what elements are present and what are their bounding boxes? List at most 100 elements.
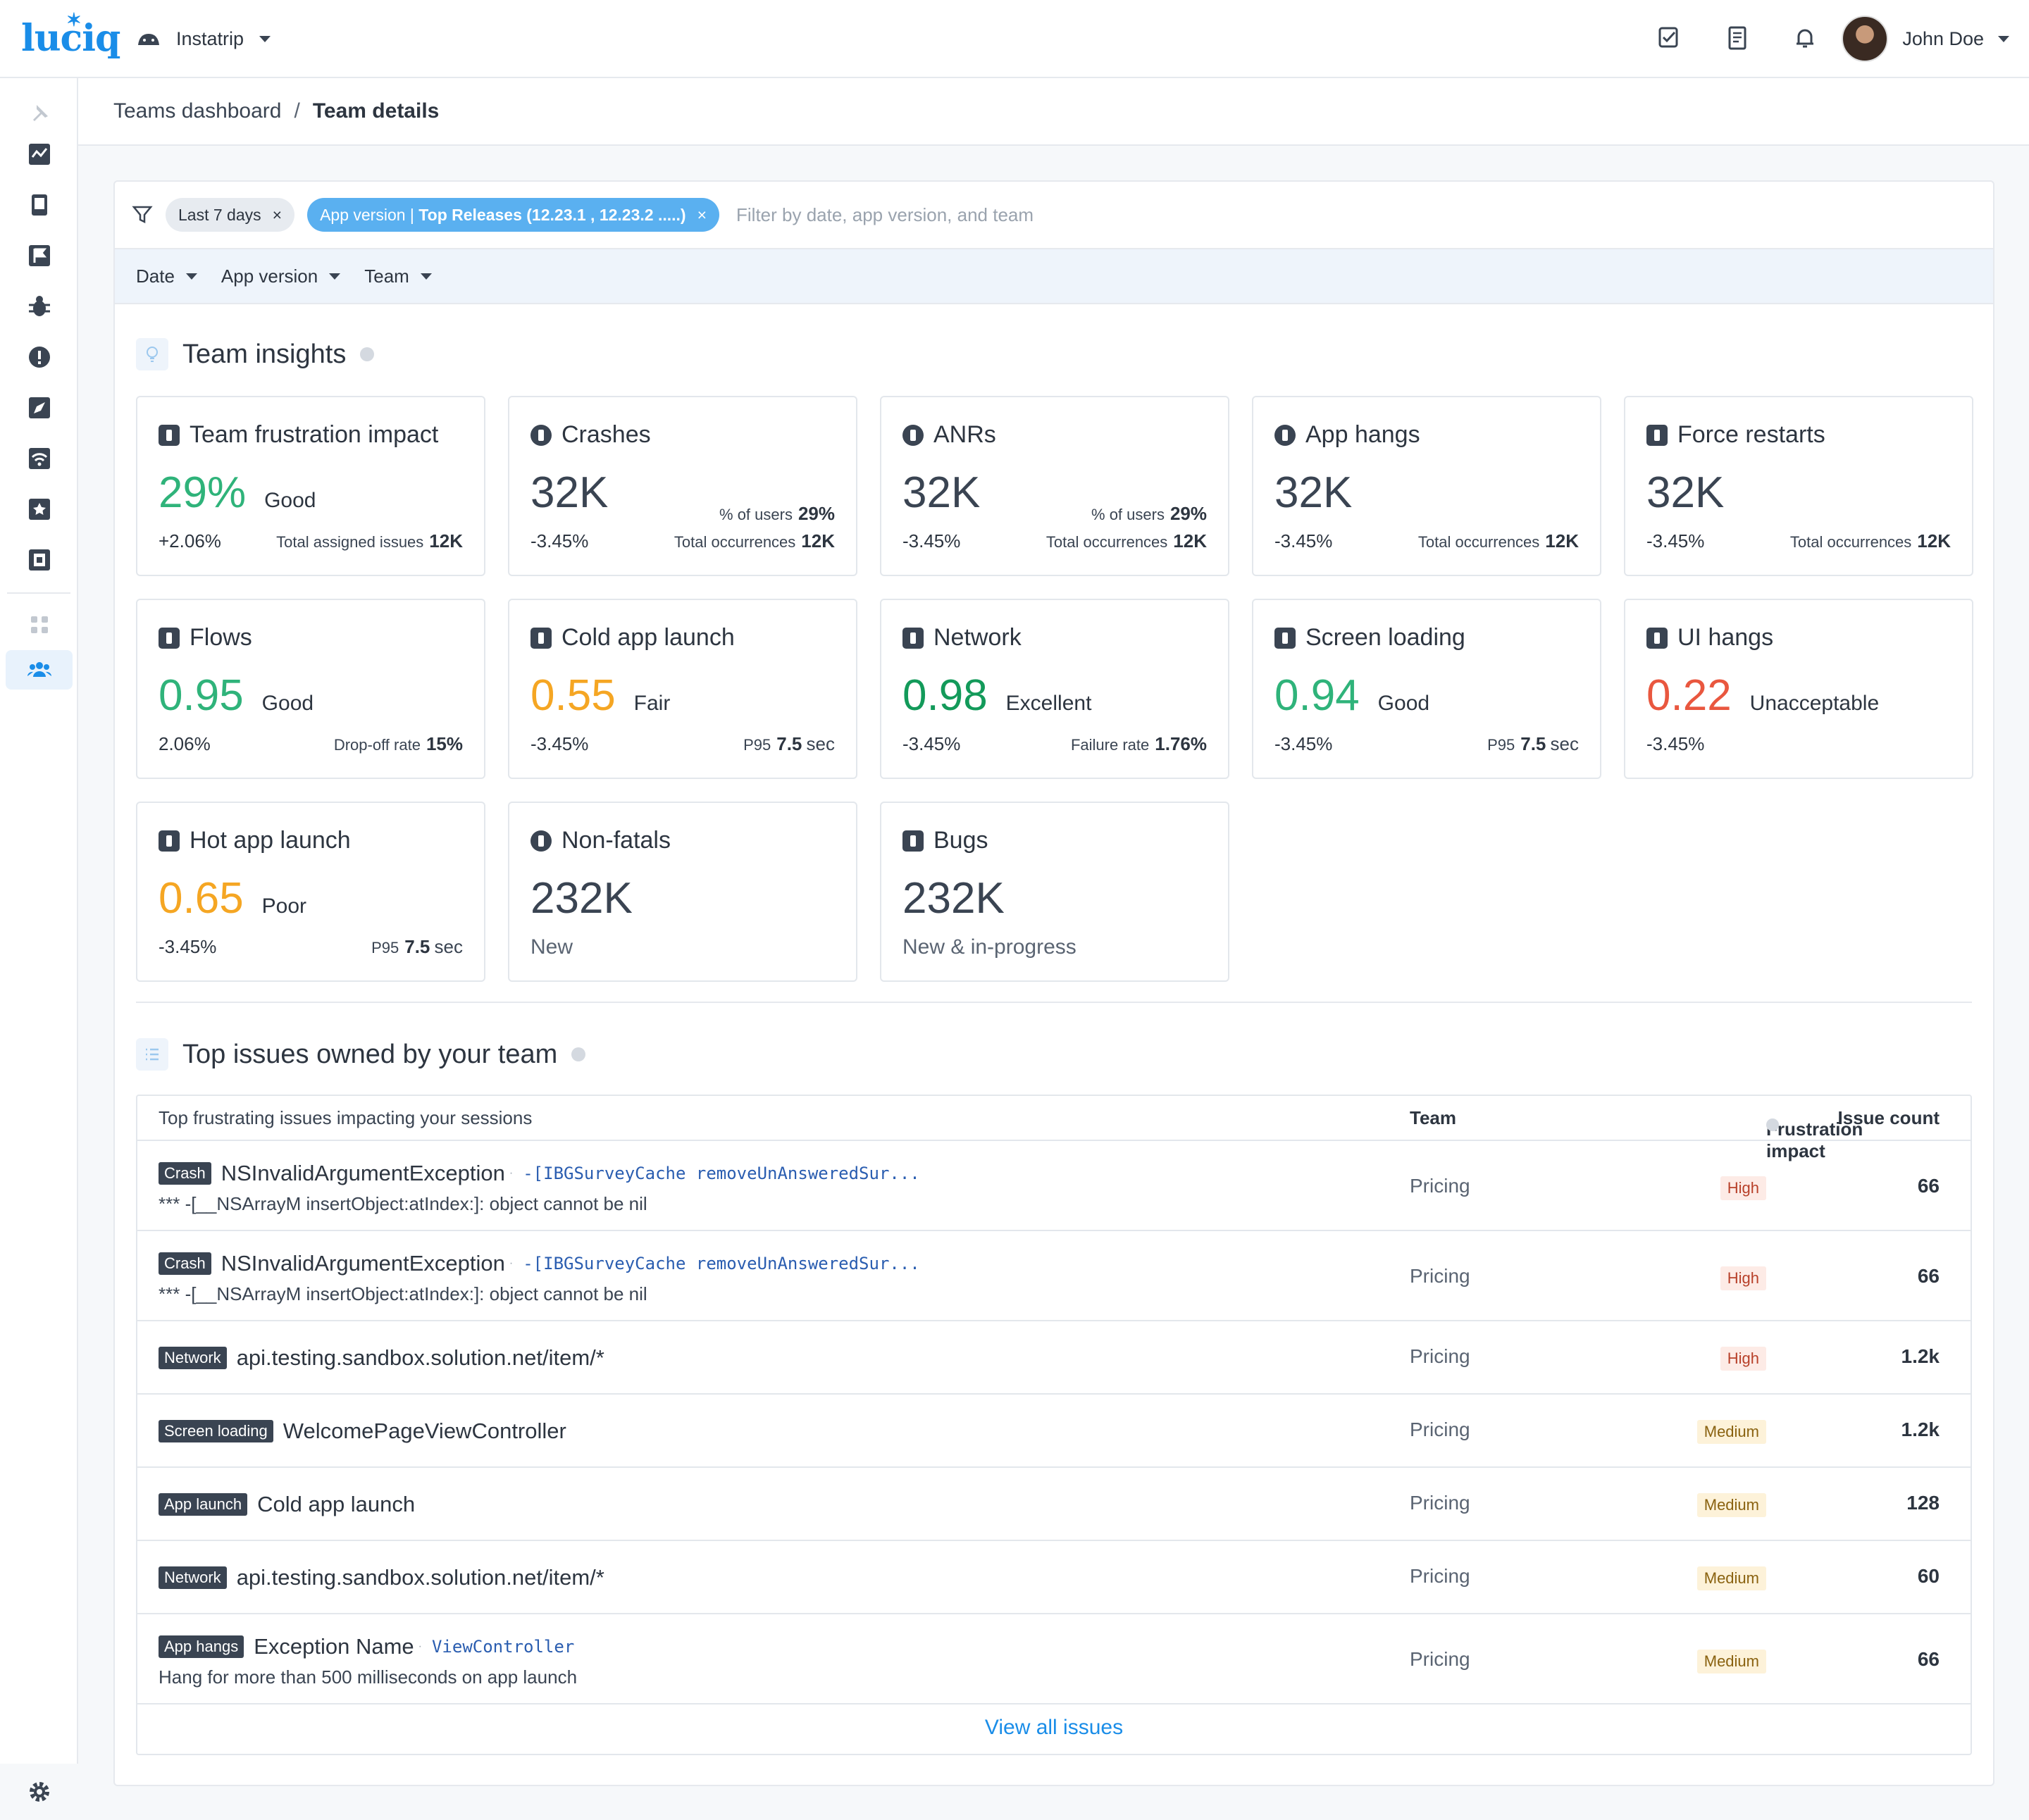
- impact-badge: High: [1720, 1347, 1766, 1371]
- card-cold-app-launch[interactable]: Cold app launch 0.55 Fair -3.45% P95 7.5 s…: [508, 599, 857, 779]
- gear-icon[interactable]: [27, 1779, 52, 1805]
- section-divider: [136, 1002, 1972, 1003]
- network-icon[interactable]: [27, 446, 52, 471]
- date-dropdown[interactable]: Date: [136, 266, 197, 287]
- card-network[interactable]: Network 0.98 Excellent -3.45% Failure rat…: [880, 599, 1229, 779]
- frustration-change: +2.06%: [159, 530, 221, 551]
- sidebar-divider: [7, 592, 70, 594]
- notes-icon[interactable]: [1725, 25, 1750, 51]
- force-restart-icon: [1646, 424, 1668, 446]
- impact-badge: Medium: [1696, 1566, 1766, 1590]
- sidebar-active-highlight: [6, 650, 73, 690]
- anr-icon: [902, 424, 924, 446]
- chevron-down-icon: [1998, 35, 2009, 42]
- ui-hangs-icon: [1646, 627, 1668, 649]
- close-icon[interactable]: ×: [272, 205, 283, 224]
- breadcrumb: Teams dashboard / Team details: [78, 78, 2029, 146]
- flows-icon: [159, 627, 180, 649]
- issues-table: Top frustrating issues impacting your se…: [136, 1095, 1972, 1755]
- breadcrumb-parent[interactable]: Teams dashboard: [113, 99, 282, 123]
- alert-icon[interactable]: [27, 344, 52, 370]
- rocket-icon: [530, 627, 552, 649]
- card-crashes[interactable]: Crashes 32K % of users 29% -3.45% Total o…: [508, 396, 857, 576]
- card-bugs[interactable]: Bugs 232K New & in-progress: [880, 802, 1229, 982]
- bell-icon[interactable]: [1792, 25, 1818, 51]
- top-issues-header: Top issues owned by your team: [136, 1038, 586, 1071]
- team-insights-header: Team insights: [136, 338, 375, 370]
- list-icon: [136, 1038, 168, 1071]
- info-icon[interactable]: [360, 347, 375, 361]
- card-anrs[interactable]: ANRs 32K % of users 29% -3.45% Total occu…: [880, 396, 1229, 576]
- frustration-value: 29%: [159, 468, 247, 517]
- table-row[interactable]: Network api.testing.sandbox.solution.net/…: [137, 1321, 1971, 1395]
- card-ui-hangs[interactable]: UI hangs 0.22 Unacceptable -3.45%: [1624, 599, 1973, 779]
- sidebar: [0, 78, 78, 1820]
- crash-icon: [530, 424, 552, 446]
- card-screen-loading[interactable]: Screen loading 0.94 Good -3.45% P95 7.5 se…: [1252, 599, 1601, 779]
- breadcrumb-separator: /: [294, 99, 300, 123]
- view-all-issues-link[interactable]: View all issues: [984, 1716, 1124, 1739]
- app-version-dropdown[interactable]: App version: [221, 266, 341, 287]
- issue-type-badge: Network: [159, 1566, 227, 1589]
- bug-icon[interactable]: [27, 294, 52, 319]
- card-non-fatals[interactable]: Non-fatals 232K New: [508, 802, 857, 982]
- lightbulb-icon: [136, 338, 168, 370]
- rocket-icon[interactable]: [27, 395, 52, 420]
- alert-icon: [530, 830, 552, 852]
- android-icon: [138, 34, 159, 45]
- close-icon[interactable]: ×: [697, 205, 707, 224]
- impact-badge: Medium: [1696, 1650, 1766, 1673]
- card-flows[interactable]: Flows 0.95 Good 2.06% Drop-off rate 15%: [136, 599, 485, 779]
- filter-input[interactable]: Filter by date, app version, and team: [736, 204, 1034, 225]
- impact-badge: Medium: [1696, 1493, 1766, 1517]
- avatar[interactable]: [1842, 15, 1889, 62]
- team-dropdown[interactable]: Team: [364, 266, 432, 287]
- table-row[interactable]: App launch Cold app launch Pricing Medium…: [137, 1468, 1971, 1541]
- version-filter-chip[interactable]: App version | Top Releases (12.23.1 , 12…: [307, 198, 720, 232]
- pin-icon[interactable]: [27, 101, 52, 126]
- filter-bar[interactable]: Last 7 days × App version | Top Releases…: [115, 182, 1993, 249]
- issue-type-badge: Crash: [159, 1252, 211, 1275]
- screen-icon[interactable]: [27, 547, 52, 573]
- star-icon[interactable]: [27, 497, 52, 522]
- card-app-hangs[interactable]: App hangs 32K -3.45% Total occurrences 12…: [1252, 396, 1601, 576]
- card-force-restarts[interactable]: Force restarts 32K -3.45% Total occurren…: [1624, 396, 1973, 576]
- sidebar-footer: [0, 1764, 78, 1820]
- breadcrumb-current: Team details: [312, 99, 440, 123]
- dashboard-icon[interactable]: [27, 142, 52, 167]
- top-issues-title: Top issues owned by your team: [182, 1039, 558, 1069]
- impact-badge: High: [1720, 1176, 1766, 1200]
- issue-type-badge: Screen loading: [159, 1420, 273, 1442]
- apps-icon[interactable]: [27, 612, 52, 637]
- info-icon: [1766, 1118, 1779, 1131]
- date-filter-chip[interactable]: Last 7 days ×: [166, 198, 295, 232]
- issue-type-badge: App launch: [159, 1493, 248, 1516]
- crashes-value: 32K: [530, 468, 609, 517]
- card-hot-app-launch[interactable]: Hot app launch 0.65 Poor -3.45% P95 7.5 se…: [136, 802, 485, 982]
- chevron-down-icon: [329, 273, 341, 280]
- devices-icon[interactable]: [27, 192, 52, 218]
- table-row[interactable]: Screen loading WelcomePageViewController …: [137, 1395, 1971, 1468]
- issue-type-badge: Crash: [159, 1162, 211, 1185]
- app-name: Instatrip: [176, 27, 244, 49]
- user-menu[interactable]: John Doe: [1842, 15, 2009, 62]
- info-icon[interactable]: [571, 1047, 586, 1061]
- team-insights-title: Team insights: [182, 339, 347, 369]
- rocket-icon: [159, 830, 180, 852]
- card-team-frustration-impact[interactable]: Team frustration impact 29% Good +2.06% T…: [136, 396, 485, 576]
- table-row[interactable]: Crash NSInvalidArgumentException · -[IBGSur…: [137, 1141, 1971, 1231]
- bug-icon: [902, 830, 924, 852]
- luciq-logo[interactable]: luciq ✶: [21, 10, 120, 60]
- logo-star-icon: ✶: [66, 10, 82, 31]
- team-icon[interactable]: [27, 657, 52, 682]
- filter-icon: [132, 206, 153, 224]
- impact-badge: Medium: [1696, 1420, 1766, 1444]
- tasks-icon[interactable]: [1657, 25, 1682, 51]
- table-row[interactable]: Network api.testing.sandbox.solution.net/…: [137, 1541, 1971, 1614]
- table-row[interactable]: Crash NSInvalidArgumentException · -[IBGSur…: [137, 1231, 1971, 1321]
- app-switcher[interactable]: Instatrip: [137, 21, 271, 56]
- flag-icon[interactable]: [27, 243, 52, 268]
- chevron-down-icon: [185, 273, 197, 280]
- frustration-icon: [159, 424, 180, 446]
- table-row[interactable]: App hangs Exception Name · ViewController H…: [137, 1614, 1971, 1704]
